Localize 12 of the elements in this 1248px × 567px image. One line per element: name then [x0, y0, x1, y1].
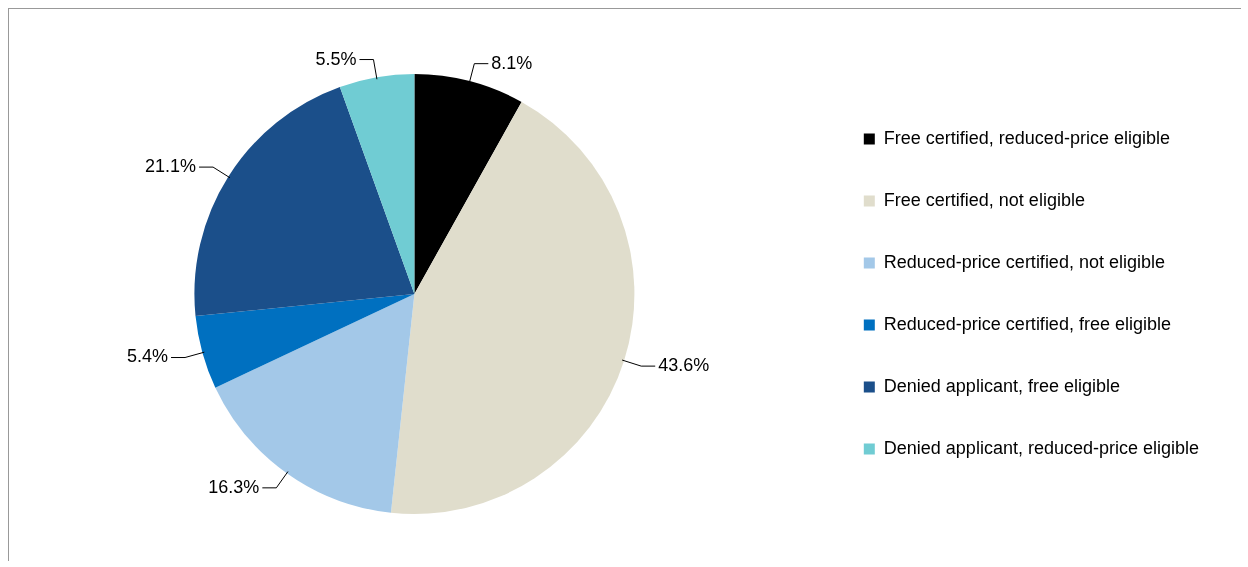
data-label: 5.5% — [315, 48, 357, 69]
legend-label: Denied applicant, free eligible — [883, 375, 1120, 396]
data-label: 21.1% — [145, 156, 197, 177]
legend-label: Denied applicant, reduced-price eligible — [883, 437, 1200, 458]
legend-label: Free certified, reduced-price eligible — [883, 127, 1170, 148]
legend-label: Reduced-price certified, free eligible — [883, 313, 1171, 334]
legend-label: Reduced-price certified, not eligible — [883, 251, 1165, 272]
legend-label: Free certified, not eligible — [883, 189, 1085, 210]
data-label: 16.3% — [208, 476, 260, 497]
data-label: 43.6% — [658, 355, 710, 376]
data-label: 5.4% — [127, 346, 169, 367]
data-label: 8.1% — [491, 52, 533, 73]
